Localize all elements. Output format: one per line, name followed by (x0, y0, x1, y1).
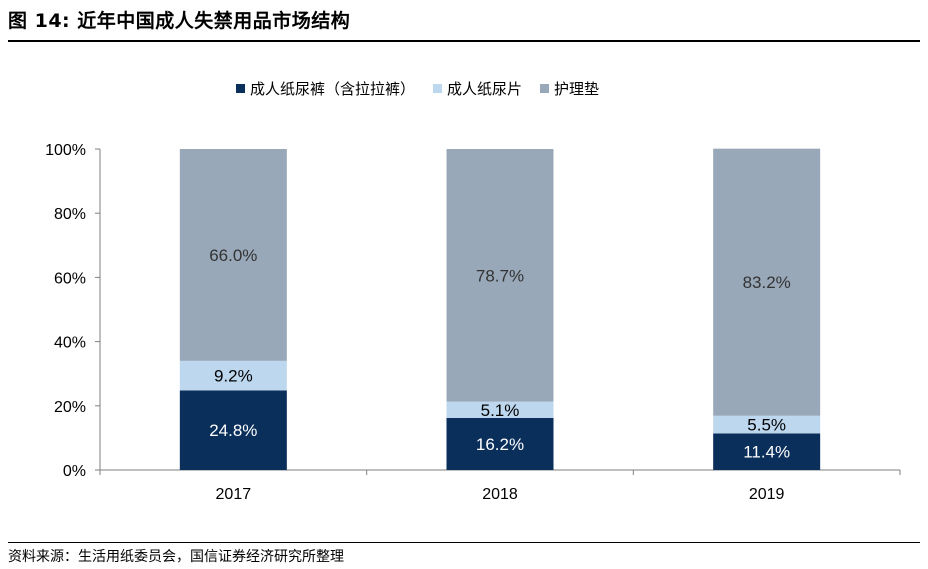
legend-swatch-diapers (236, 83, 245, 93)
bar-segment-3-2017 (179, 149, 287, 361)
title-divider (8, 40, 920, 42)
y-tick-label: 40% (54, 335, 86, 352)
bar-segment-1-2017 (179, 390, 287, 470)
data-label: 78.7% (476, 266, 524, 285)
legend-label-diapers: 成人纸尿裤（含拉拉裤） (250, 79, 416, 98)
bar-segment-3-2018 (446, 149, 554, 402)
x-tick-label: 2018 (482, 486, 518, 503)
bar-segment-3-2019 (713, 148, 821, 416)
data-label: 83.2% (743, 273, 791, 292)
legend-swatch-pads (433, 83, 443, 93)
data-label: 9.2% (214, 367, 253, 386)
legend-item-pads: 成人纸尿片 (433, 78, 522, 99)
y-tick-label: 80% (54, 206, 86, 223)
y-tick-label: 20% (54, 399, 86, 416)
legend-item-underpads: 护理垫 (540, 78, 599, 99)
source-note: 资料来源：生活用纸委员会，国信证券经济研究所整理 (8, 549, 344, 565)
y-tick-label: 0% (63, 463, 86, 480)
data-label: 11.4% (743, 443, 790, 462)
data-label: 66.0% (209, 246, 257, 265)
legend-label-underpads: 护理垫 (554, 79, 600, 98)
bar-segment-2-2019 (713, 415, 821, 434)
bar-segment-1-2019 (713, 433, 821, 470)
footer-divider (8, 542, 920, 543)
bar-segment-2-2018 (446, 401, 554, 418)
x-tick-label: 2019 (749, 486, 785, 503)
bar-segment-2-2017 (179, 360, 287, 391)
data-label: 16.2% (476, 435, 524, 454)
legend-item-diapers: 成人纸尿裤（含拉拉裤） (236, 78, 415, 99)
legend-label-pads: 成人纸尿片 (447, 79, 523, 98)
x-tick-label: 2017 (216, 486, 252, 503)
chart-legend: 成人纸尿裤（含拉拉裤） 成人纸尿片 护理垫 (236, 78, 617, 98)
y-tick-label: 60% (54, 270, 86, 287)
legend-swatch-underpads (540, 83, 550, 93)
data-label: 5.5% (747, 416, 786, 435)
y-tick-label: 100% (45, 142, 86, 159)
data-label: 5.1% (481, 401, 520, 420)
figure-title: 图 14: 近年中国成人失禁用品市场结构 (8, 10, 351, 32)
data-label: 24.8% (209, 421, 257, 440)
bar-segment-1-2018 (446, 417, 554, 470)
